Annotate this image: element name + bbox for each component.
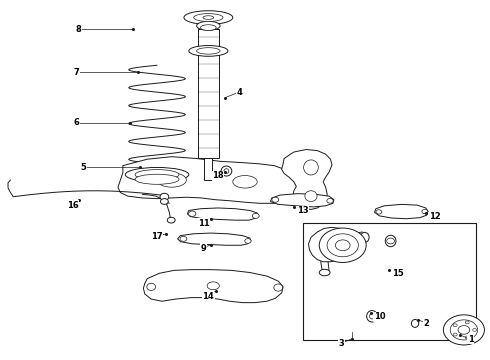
Polygon shape: [177, 233, 251, 245]
Circle shape: [327, 234, 358, 257]
Text: 1: 1: [468, 335, 474, 344]
Ellipse shape: [189, 45, 228, 56]
Text: 10: 10: [373, 312, 385, 321]
Ellipse shape: [422, 210, 428, 214]
Ellipse shape: [189, 211, 196, 216]
Text: 4: 4: [236, 87, 242, 96]
Circle shape: [387, 238, 394, 244]
Polygon shape: [187, 208, 259, 220]
Circle shape: [466, 321, 469, 324]
Ellipse shape: [272, 197, 279, 202]
Text: 15: 15: [392, 269, 403, 278]
Ellipse shape: [245, 239, 251, 243]
Text: 6: 6: [74, 118, 79, 127]
Ellipse shape: [327, 198, 333, 203]
Ellipse shape: [367, 311, 377, 322]
Text: 9: 9: [200, 244, 206, 253]
Ellipse shape: [319, 269, 330, 276]
Ellipse shape: [221, 166, 232, 176]
Ellipse shape: [385, 235, 396, 247]
Ellipse shape: [196, 48, 220, 54]
Text: 5: 5: [81, 163, 87, 172]
Polygon shape: [309, 227, 348, 262]
Circle shape: [466, 336, 469, 339]
Polygon shape: [282, 149, 332, 210]
Ellipse shape: [160, 199, 168, 204]
Ellipse shape: [224, 169, 229, 174]
Text: 16: 16: [67, 201, 79, 210]
Ellipse shape: [200, 25, 216, 31]
Polygon shape: [270, 194, 334, 207]
Bar: [303, 223, 476, 339]
Circle shape: [319, 228, 366, 262]
Circle shape: [453, 324, 457, 327]
Text: 13: 13: [297, 206, 309, 215]
Circle shape: [450, 320, 478, 340]
Text: 7: 7: [74, 68, 79, 77]
Polygon shape: [144, 270, 283, 303]
Ellipse shape: [304, 160, 318, 175]
Circle shape: [473, 328, 477, 331]
Text: 14: 14: [202, 292, 214, 301]
Ellipse shape: [167, 217, 175, 223]
Text: 18: 18: [212, 171, 224, 180]
Ellipse shape: [160, 193, 169, 201]
Ellipse shape: [203, 16, 214, 19]
Ellipse shape: [360, 232, 369, 242]
FancyBboxPatch shape: [197, 30, 219, 158]
Ellipse shape: [194, 14, 223, 22]
Ellipse shape: [180, 236, 187, 241]
Ellipse shape: [135, 170, 179, 180]
Circle shape: [453, 333, 457, 336]
Ellipse shape: [135, 174, 179, 184]
Text: 17: 17: [151, 232, 163, 241]
Text: 8: 8: [76, 25, 82, 34]
Ellipse shape: [412, 319, 418, 327]
Ellipse shape: [157, 173, 186, 187]
Ellipse shape: [252, 213, 259, 219]
Ellipse shape: [376, 210, 382, 214]
Ellipse shape: [369, 314, 374, 319]
Ellipse shape: [305, 191, 317, 202]
Ellipse shape: [207, 282, 220, 290]
Bar: [204, 158, 212, 180]
Polygon shape: [374, 204, 428, 219]
Circle shape: [335, 240, 350, 251]
Ellipse shape: [274, 284, 283, 291]
Ellipse shape: [184, 11, 233, 24]
Circle shape: [458, 325, 470, 334]
Text: 3: 3: [339, 339, 344, 348]
Ellipse shape: [147, 283, 156, 291]
Text: 12: 12: [429, 212, 441, 221]
Ellipse shape: [125, 167, 189, 182]
Ellipse shape: [196, 21, 220, 30]
Text: 11: 11: [197, 219, 209, 228]
Ellipse shape: [233, 176, 257, 188]
Circle shape: [443, 315, 485, 345]
Text: 2: 2: [424, 319, 430, 328]
Polygon shape: [118, 157, 304, 203]
